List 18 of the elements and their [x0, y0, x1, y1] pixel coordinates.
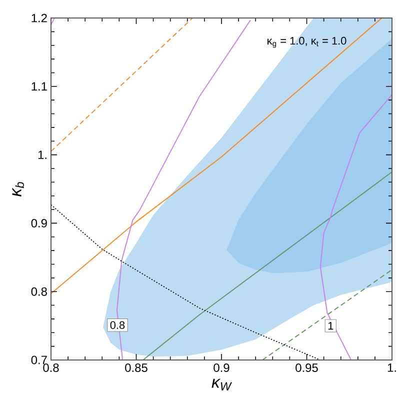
x-tick-label: 0.85	[125, 364, 148, 372]
y-tick-label: 1.2	[32, 14, 47, 22]
x-axis-title: κ$_{W}$	[212, 378, 232, 390]
line-series	[51, 18, 382, 294]
x-tick-label: 0.95	[296, 364, 318, 372]
x-tick-label: 1.	[388, 364, 396, 372]
x-tick-label: 0.9	[214, 364, 230, 372]
annotation: 0.8	[110, 321, 125, 329]
x-tick-label: 0.8	[43, 364, 59, 372]
y-tick-label: 1.	[38, 150, 46, 159]
y-tick-label: 0.9	[31, 218, 47, 228]
y-axis-title: κ$_{b}$	[12, 182, 24, 196]
annotation: 1	[328, 322, 334, 330]
y-tick-label: 0.8	[31, 287, 47, 296]
line-series	[320, 94, 392, 360]
y-tick-label: 1.1	[32, 82, 47, 91]
y-tick-label: 0.7	[31, 356, 47, 364]
annotation: κ$_{g}$ = 1.0, κ$_{t}$ = 1.0	[268, 36, 346, 48]
